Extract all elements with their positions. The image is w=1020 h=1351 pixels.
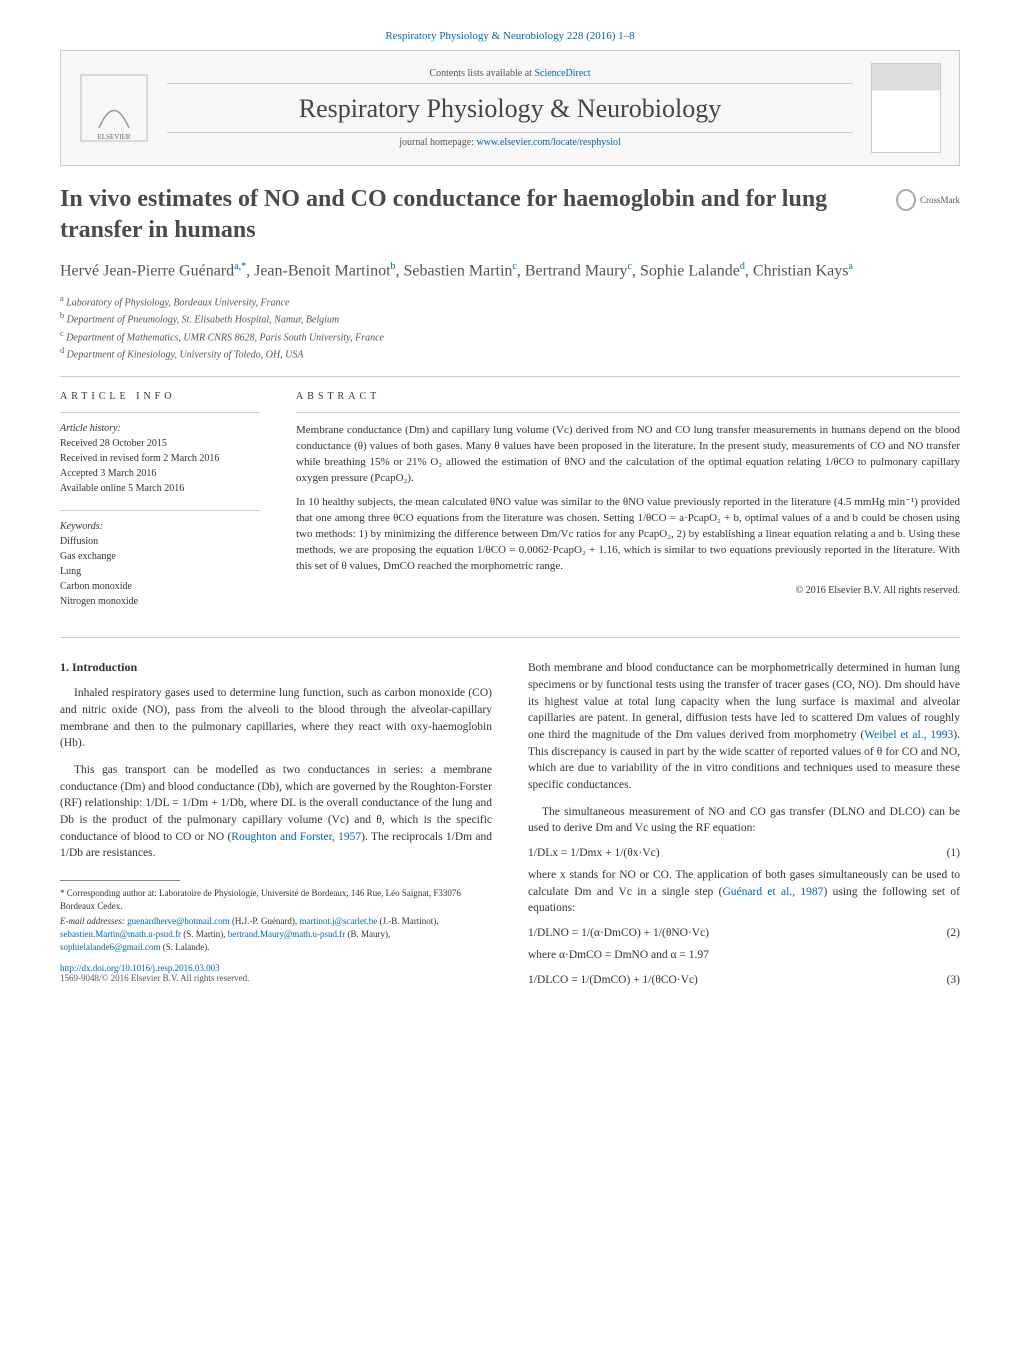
email-name: (J.-B. Martinot), <box>377 916 438 926</box>
email-name: (B. Maury), <box>345 929 390 939</box>
affiliation: Laboratory of Physiology, Bordeaux Unive… <box>66 297 289 308</box>
author: Sophie Lalande <box>640 263 740 280</box>
author: Christian Kays <box>753 263 849 280</box>
authors-list: Hervé Jean-Pierre Guénarda,*, Jean-Benoi… <box>60 260 960 283</box>
history-received: Received 28 October 2015 <box>60 436 260 451</box>
author: Jean-Benoit Martinot <box>254 263 390 280</box>
keyword: Diffusion <box>60 534 260 549</box>
divider <box>60 510 260 511</box>
keyword: Nitrogen monoxide <box>60 594 260 609</box>
author-aff[interactable]: b <box>391 261 396 272</box>
keyword: Gas exchange <box>60 549 260 564</box>
author: Bertrand Maury <box>525 263 628 280</box>
email-link[interactable]: guenardherve@hotmail.com <box>127 916 230 926</box>
abstract-heading: ABSTRACT <box>296 391 960 402</box>
journal-title: Respiratory Physiology & Neurobiology <box>167 94 853 124</box>
footnote-separator <box>60 880 180 881</box>
footnotes: * Corresponding author at: Laboratoire d… <box>60 887 492 953</box>
crossmark-badge[interactable]: CrossMark <box>896 184 960 216</box>
divider <box>296 412 960 413</box>
history-revised: Received in revised form 2 March 2016 <box>60 451 260 466</box>
equation-body: 1/DLx = 1/Dmx + 1/(θx·Vc) <box>528 847 660 859</box>
history-label: Article history: <box>60 421 260 436</box>
affiliation: Department of Kinesiology, University of… <box>67 349 304 360</box>
equation: 1/DLNO = 1/(α·DmCO) + 1/(θNO·Vc) (2) <box>528 927 960 939</box>
divider <box>60 412 260 413</box>
email-link[interactable]: bertrand.Maury@math.u-psud.fr <box>228 929 346 939</box>
issn-copyright: 1569-9048/© 2016 Elsevier B.V. All right… <box>60 973 492 983</box>
keyword: Carbon monoxide <box>60 579 260 594</box>
author: Sebastien Martin <box>404 263 513 280</box>
email-name: (H.J.-P. Guénard), <box>230 916 300 926</box>
author-aff[interactable]: a <box>848 261 852 272</box>
author-aff[interactable]: c <box>627 261 631 272</box>
equation-body: 1/DLNO = 1/(α·DmCO) + 1/(θNO·Vc) <box>528 927 709 939</box>
homepage-link[interactable]: www.elsevier.com/locate/resphysiol <box>476 137 620 148</box>
article-info-column: ARTICLE INFO Article history: Received 2… <box>60 391 260 623</box>
contents-list-line: Contents lists available at ScienceDirec… <box>167 68 853 84</box>
homepage-prefix: journal homepage: <box>399 137 476 148</box>
email-link[interactable]: martinot.j@scarlet.be <box>299 916 377 926</box>
affiliations: a Laboratory of Physiology, Bordeaux Uni… <box>60 293 960 362</box>
body-paragraph: Both membrane and blood conductance can … <box>528 660 960 793</box>
right-column: Both membrane and blood conductance can … <box>528 660 960 993</box>
article-title: In vivo estimates of NO and CO conductan… <box>60 184 882 246</box>
author-aff[interactable]: c <box>512 261 516 272</box>
abstract-paragraph: In 10 healthy subjects, the mean calcula… <box>296 495 960 575</box>
corresponding-author: * Corresponding author at: Laboratoire d… <box>60 887 492 912</box>
equation-body: 1/DLCO = 1/(DmCO) + 1/(θCO·Vc) <box>528 974 698 986</box>
equation-note: where α·DmCO = DmNO and α = 1.97 <box>528 947 960 964</box>
keyword: Lung <box>60 564 260 579</box>
elsevier-logo: ELSEVIER <box>79 73 149 143</box>
contents-prefix: Contents lists available at <box>429 68 534 79</box>
body-paragraph: The simultaneous measurement of NO and C… <box>528 804 960 837</box>
svg-text:ELSEVIER: ELSEVIER <box>97 133 130 141</box>
affiliation: Department of Pneumology, St. Elisabeth … <box>67 315 339 326</box>
article-info-heading: ARTICLE INFO <box>60 391 260 402</box>
divider <box>60 637 960 638</box>
affiliation: Department of Mathematics, UMR CNRS 8628… <box>66 332 384 343</box>
email-label: E-mail addresses: <box>60 916 127 926</box>
abstract-column: ABSTRACT Membrane conductance (Dm) and c… <box>296 391 960 623</box>
sciencedirect-link[interactable]: ScienceDirect <box>534 68 590 79</box>
body-paragraph: Inhaled respiratory gases used to determ… <box>60 685 492 752</box>
history-online: Available online 5 March 2016 <box>60 481 260 496</box>
journal-reference: Respiratory Physiology & Neurobiology 22… <box>60 30 960 42</box>
body-paragraph: where x stands for NO or CO. The applica… <box>528 867 960 917</box>
copyright-line: © 2016 Elsevier B.V. All rights reserved… <box>296 585 960 596</box>
homepage-line: journal homepage: www.elsevier.com/locat… <box>167 132 853 148</box>
email-link[interactable]: sophielalande6@gmail.com <box>60 942 161 952</box>
equation-number: (3) <box>947 974 960 986</box>
citation-link[interactable]: Weibel et al., 1993 <box>864 729 953 741</box>
author-aff[interactable]: d <box>740 261 745 272</box>
body-paragraph: This gas transport can be modelled as tw… <box>60 762 492 862</box>
equation: 1/DLCO = 1/(DmCO) + 1/(θCO·Vc) (3) <box>528 974 960 986</box>
crossmark-label: CrossMark <box>920 195 960 205</box>
equation-number: (2) <box>947 927 960 939</box>
section-heading: 1. Introduction <box>60 660 492 675</box>
author-aff[interactable]: a,* <box>234 261 246 272</box>
history-accepted: Accepted 3 March 2016 <box>60 466 260 481</box>
citation-link[interactable]: Guénard et al., 1987 <box>722 886 823 898</box>
equation: 1/DLx = 1/Dmx + 1/(θx·Vc) (1) <box>528 847 960 859</box>
email-name: (S. Martin), <box>181 929 228 939</box>
email-link[interactable]: sebastien.Martin@math.u-psud.fr <box>60 929 181 939</box>
doi-link[interactable]: http://dx.doi.org/10.1016/j.resp.2016.03… <box>60 963 220 973</box>
author: Hervé Jean-Pierre Guénard <box>60 263 234 280</box>
email-name: (S. Lalande). <box>161 942 210 952</box>
crossmark-icon <box>896 189 916 211</box>
left-column: 1. Introduction Inhaled respiratory gase… <box>60 660 492 993</box>
keywords-label: Keywords: <box>60 519 260 534</box>
journal-cover-thumbnail <box>871 63 941 153</box>
journal-header-box: ELSEVIER Contents lists available at Sci… <box>60 50 960 166</box>
equation-number: (1) <box>947 847 960 859</box>
citation-link[interactable]: Roughton and Forster, 1957 <box>231 831 361 843</box>
abstract-paragraph: Membrane conductance (Dm) and capillary … <box>296 423 960 487</box>
